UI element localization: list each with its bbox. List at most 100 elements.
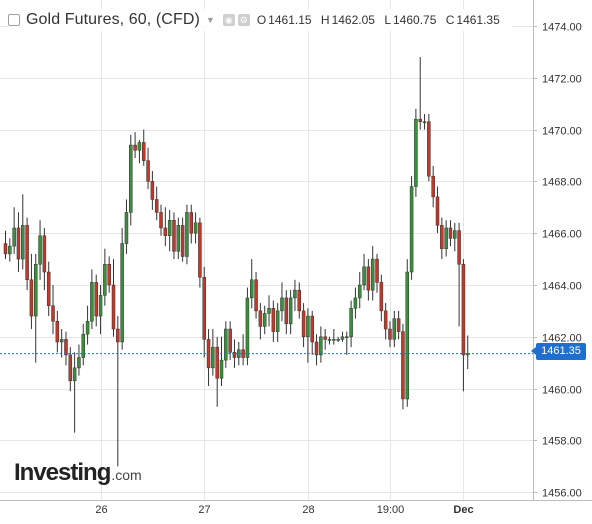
candle-body bbox=[202, 276, 206, 340]
candle-body bbox=[180, 225, 185, 257]
ohlc-readout: O 1461.15 H 1462.05 L 1460.75 C 1461.35 bbox=[257, 13, 506, 27]
candle-body bbox=[107, 263, 111, 286]
candle-body bbox=[146, 160, 150, 182]
x-tick-label: 28 bbox=[302, 504, 314, 516]
candle-body bbox=[401, 331, 405, 400]
candle-body bbox=[383, 310, 388, 330]
candle-body bbox=[141, 142, 146, 161]
candle-body bbox=[215, 346, 219, 379]
candle-body bbox=[327, 339, 332, 341]
candle-body bbox=[414, 118, 418, 187]
candle-body bbox=[293, 289, 297, 299]
candle-body bbox=[111, 284, 116, 330]
candle-body bbox=[77, 357, 81, 369]
candle-body bbox=[72, 367, 77, 382]
candle-body bbox=[3, 243, 8, 255]
candle-body bbox=[16, 227, 21, 260]
candle-body bbox=[167, 219, 172, 237]
candle-body bbox=[349, 308, 353, 338]
candle-body bbox=[198, 222, 202, 278]
candle-body bbox=[453, 230, 457, 239]
chevron-down-icon[interactable]: ▼ bbox=[205, 15, 215, 25]
candle-body bbox=[254, 279, 258, 312]
candle-body bbox=[336, 339, 340, 341]
candle-body bbox=[129, 144, 133, 213]
candle-body bbox=[55, 320, 60, 343]
y-tick-label: 1472.00 bbox=[542, 74, 582, 86]
candle-body bbox=[211, 346, 215, 369]
candle-body bbox=[64, 339, 68, 356]
candle-body bbox=[323, 336, 327, 340]
candle-body bbox=[427, 121, 431, 177]
candle-body bbox=[12, 227, 16, 247]
candle-body bbox=[29, 279, 34, 317]
candle-body bbox=[340, 336, 345, 340]
candle-body bbox=[232, 352, 237, 358]
candle-body bbox=[120, 243, 124, 343]
candle-body bbox=[353, 297, 358, 309]
logo-suffix-text: .com bbox=[111, 467, 142, 483]
y-tick-label: 1456.00 bbox=[542, 488, 582, 500]
candle-body bbox=[288, 297, 293, 325]
candle-body bbox=[461, 263, 466, 356]
candle-body bbox=[103, 263, 107, 296]
candle-body bbox=[25, 225, 29, 281]
open-label: O bbox=[256, 13, 267, 27]
candle-body bbox=[172, 219, 176, 252]
eye-icon[interactable]: ◉ bbox=[222, 14, 235, 26]
high-label: H bbox=[320, 13, 330, 27]
x-tick-label: Dec bbox=[453, 504, 473, 516]
candle-body bbox=[42, 235, 47, 273]
candle-body bbox=[137, 142, 142, 151]
candle-body bbox=[275, 310, 280, 332]
candle-body bbox=[297, 289, 302, 312]
candle-body bbox=[68, 354, 73, 382]
candle-body bbox=[46, 271, 51, 306]
candle-body bbox=[301, 310, 306, 338]
y-tick-label: 1458.00 bbox=[542, 436, 582, 448]
candle-body bbox=[33, 263, 38, 317]
candle-body bbox=[422, 121, 427, 124]
candle-body bbox=[59, 339, 64, 343]
open-value: 1461.15 bbox=[268, 13, 312, 27]
candle-body bbox=[332, 339, 336, 341]
candle-body bbox=[258, 310, 263, 327]
candle-body bbox=[85, 320, 90, 335]
x-tick-label: 27 bbox=[198, 504, 210, 516]
candle-body bbox=[124, 212, 129, 244]
candle-body bbox=[375, 258, 379, 283]
candle-body bbox=[249, 279, 254, 299]
candle-body bbox=[228, 328, 232, 353]
candle-body bbox=[366, 266, 371, 291]
candle-body bbox=[284, 297, 289, 325]
candle-body bbox=[310, 315, 314, 343]
candle-body bbox=[224, 328, 228, 361]
candle-body bbox=[435, 196, 440, 226]
last-price-badge: 1461.35 bbox=[531, 343, 586, 360]
grid-layer bbox=[0, 0, 533, 500]
candle-body bbox=[319, 336, 323, 356]
y-tick-label: 1464.00 bbox=[542, 281, 582, 293]
symbol-checkbox-icon[interactable] bbox=[8, 14, 20, 26]
candle-body bbox=[245, 297, 250, 358]
candle-body bbox=[81, 333, 86, 358]
candle-body bbox=[133, 144, 137, 151]
candle-body bbox=[388, 328, 392, 340]
candle-body bbox=[457, 230, 461, 265]
y-tick-label: 1468.00 bbox=[542, 177, 582, 189]
candle-body bbox=[405, 271, 410, 400]
close-label: C bbox=[445, 13, 455, 27]
candle-body bbox=[116, 328, 120, 343]
investing-logo: Investing .com bbox=[14, 459, 142, 487]
candle-body bbox=[418, 118, 422, 123]
candle-body bbox=[448, 227, 453, 239]
candle-body bbox=[431, 175, 435, 198]
candle-body bbox=[51, 305, 55, 322]
candle-body bbox=[392, 318, 397, 340]
settings-icon[interactable]: ⚙ bbox=[237, 14, 250, 26]
candle-body bbox=[379, 282, 384, 312]
candles-layer bbox=[3, 56, 470, 467]
